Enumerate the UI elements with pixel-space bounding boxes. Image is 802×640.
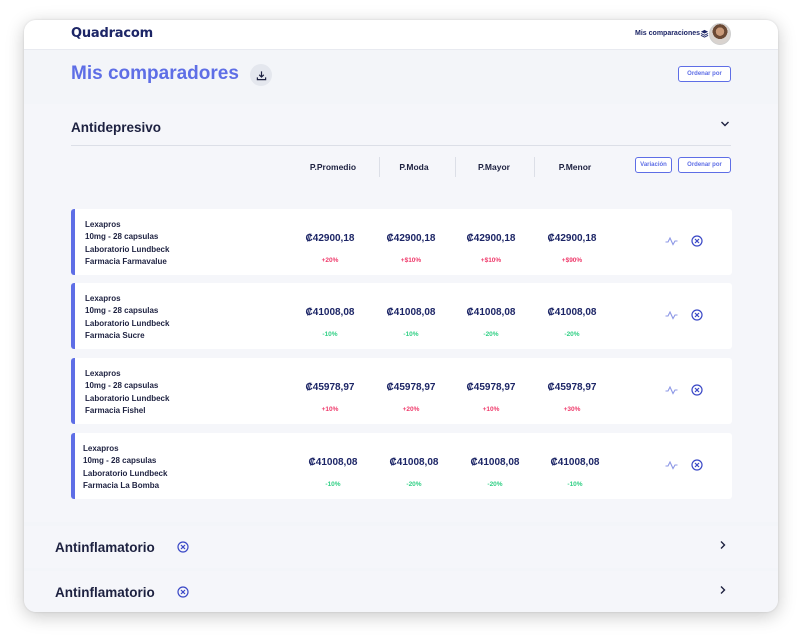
app-window: Quadracom Mis comparaciones Mis comparad…	[24, 20, 778, 612]
delta-menor: -20%	[564, 331, 580, 338]
price-promedio: ₡41008,08	[308, 457, 358, 468]
delta-menor: +$90%	[561, 257, 583, 264]
delta-menor: -10%	[567, 481, 583, 488]
price-mayor: ₡45978,97	[466, 382, 516, 393]
layers-icon[interactable]	[700, 29, 709, 38]
price-moda: ₡41008,08	[389, 457, 439, 468]
activity-icon[interactable]	[665, 310, 678, 320]
price-promedio: ₡45978,97	[305, 382, 355, 393]
product-info: Lexapros 10mg - 28 capsulas Laboratorio …	[85, 219, 169, 269]
product-dose: 10mg - 28 capsulas	[85, 381, 159, 391]
activity-icon[interactable]	[665, 460, 678, 470]
close-circle-icon[interactable]	[691, 235, 703, 247]
column-header-moda[interactable]: P.Moda	[399, 162, 429, 172]
product-name: Lexapros	[85, 369, 121, 378]
price-menor: ₡42900,18	[547, 233, 597, 244]
logo[interactable]: Quadracom	[71, 26, 153, 41]
column-header-menor[interactable]: P.Menor	[558, 162, 592, 172]
price-moda: ₡41008,08	[386, 307, 436, 318]
price-moda: ₡45978,97	[386, 382, 436, 393]
product-lab: Laboratorio Lundbeck	[85, 393, 170, 403]
delta-moda: +$10%	[400, 257, 422, 264]
product-name: Lexapros	[85, 220, 121, 229]
price-moda: ₡42900,18	[386, 233, 436, 244]
section-title[interactable]: Antinflamatorio	[55, 540, 155, 555]
price-menor: ₡45978,97	[547, 382, 597, 393]
section-title[interactable]: Antidepresivo	[71, 120, 162, 135]
activity-icon[interactable]	[665, 236, 678, 246]
delta-moda: -20%	[406, 481, 422, 488]
product-lab: Laboratorio Lundbeck	[85, 318, 170, 328]
table-row[interactable]: Lexapros 10mg - 28 capsulas Laboratorio …	[71, 433, 732, 499]
close-circle-icon[interactable]	[177, 586, 189, 598]
product-dose: 10mg - 28 capsulas	[85, 306, 159, 316]
column-separator	[455, 157, 456, 177]
close-circle-icon[interactable]	[691, 459, 703, 471]
price-mayor: ₡41008,08	[466, 307, 516, 318]
column-header-mayor[interactable]: P.Mayor	[478, 162, 510, 172]
download-button[interactable]	[250, 64, 272, 86]
page-title: Mis comparadores	[71, 63, 239, 84]
product-lab: Laboratorio Lundbeck	[85, 244, 170, 254]
product-pharmacy: Farmacia Farmavalue	[85, 257, 167, 267]
price-promedio: ₡41008,08	[305, 307, 355, 318]
section-antinflamatorio[interactable]: Antinflamatorio	[24, 526, 778, 568]
table-row[interactable]: Lexapros 10mg - 28 capsulas Laboratorio …	[71, 358, 732, 424]
section-title[interactable]: Antinflamatorio	[55, 585, 155, 600]
section-sort-button[interactable]: Ordenar por	[678, 157, 731, 173]
delta-promedio: +10%	[321, 406, 339, 413]
close-circle-icon[interactable]	[691, 384, 703, 396]
delta-promedio: +20%	[321, 257, 339, 264]
page-header: Mis comparadores Ordenar por	[24, 50, 778, 100]
header-sort-button[interactable]: Ordenar por	[678, 66, 731, 82]
product-info: Lexapros 10mg - 28 capsulas Laboratorio …	[85, 293, 169, 343]
nav-link-comparisons[interactable]: Mis comparaciones	[635, 30, 700, 37]
delta-mayor: +$10%	[480, 257, 502, 264]
price-menor: ₡41008,08	[550, 457, 600, 468]
product-dose: 10mg - 28 capsulas	[85, 232, 159, 242]
close-circle-icon[interactable]	[691, 309, 703, 321]
delta-mayor: -20%	[487, 481, 503, 488]
product-info: Lexapros 10mg - 28 capsulas Laboratorio …	[83, 443, 167, 493]
price-mayor: ₡41008,08	[470, 457, 520, 468]
product-pharmacy: Farmacia Fishel	[85, 406, 146, 416]
avatar[interactable]	[709, 23, 731, 45]
price-promedio: ₡42900,18	[305, 233, 355, 244]
table-row[interactable]: Lexapros 10mg - 28 capsulas Laboratorio …	[71, 209, 732, 275]
column-header-promedio[interactable]: P.Promedio	[309, 162, 357, 172]
column-separator	[379, 157, 380, 177]
delta-menor: +30%	[563, 406, 581, 413]
section-antinflamatorio[interactable]: Antinflamatorio	[24, 571, 778, 612]
product-pharmacy: Farmacia Sucre	[85, 331, 145, 341]
product-name: Lexapros	[85, 294, 121, 303]
download-icon	[256, 70, 266, 80]
chevron-down-icon[interactable]	[720, 120, 730, 128]
product-info: Lexapros 10mg - 28 capsulas Laboratorio …	[85, 368, 169, 418]
product-dose: 10mg - 28 capsulas	[83, 456, 157, 466]
product-name: Lexapros	[83, 444, 119, 453]
delta-promedio: -10%	[322, 331, 338, 338]
price-mayor: ₡42900,18	[466, 233, 516, 244]
column-separator	[534, 157, 535, 177]
product-lab: Laboratorio Lundbeck	[83, 468, 168, 478]
delta-moda: +20%	[402, 406, 420, 413]
chevron-right-icon[interactable]	[719, 585, 727, 595]
delta-promedio: -10%	[325, 481, 341, 488]
variation-button[interactable]: Variación	[635, 157, 672, 173]
chevron-right-icon[interactable]	[719, 540, 727, 550]
price-menor: ₡41008,08	[547, 307, 597, 318]
divider	[71, 145, 731, 146]
close-circle-icon[interactable]	[177, 541, 189, 553]
table-row[interactable]: Lexapros 10mg - 28 capsulas Laboratorio …	[71, 283, 732, 349]
section-antidepresivo: Antidepresivo P.Promedio P.Moda P.Mayor …	[24, 104, 778, 522]
section-body: Antidepresivo P.Promedio P.Moda P.Mayor …	[24, 104, 778, 522]
activity-icon[interactable]	[665, 385, 678, 395]
delta-mayor: -20%	[483, 331, 499, 338]
top-navbar: Quadracom Mis comparaciones	[24, 20, 778, 50]
delta-moda: -10%	[403, 331, 419, 338]
product-pharmacy: Farmacia La Bomba	[83, 481, 160, 491]
delta-mayor: +10%	[482, 406, 500, 413]
